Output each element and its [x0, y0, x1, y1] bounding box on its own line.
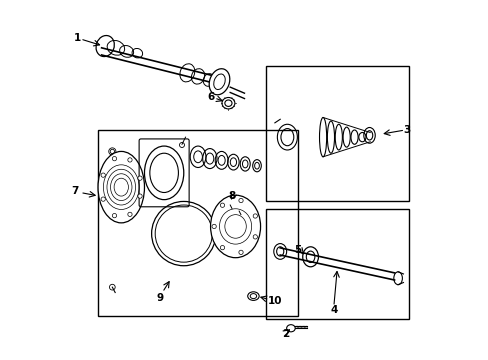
- Text: 8: 8: [228, 191, 235, 201]
- Text: 5: 5: [293, 245, 301, 255]
- Text: 10: 10: [267, 296, 282, 306]
- Circle shape: [101, 173, 105, 177]
- Circle shape: [220, 203, 224, 207]
- Text: 1: 1: [74, 33, 81, 43]
- Text: 9: 9: [157, 293, 164, 303]
- Circle shape: [220, 246, 224, 250]
- Text: 4: 4: [329, 305, 337, 315]
- Circle shape: [253, 235, 257, 239]
- Ellipse shape: [213, 74, 225, 90]
- Circle shape: [238, 198, 243, 203]
- Bar: [265, 208, 408, 319]
- Text: 7: 7: [71, 186, 79, 196]
- Circle shape: [101, 197, 105, 201]
- Circle shape: [127, 158, 132, 162]
- Bar: [98, 130, 298, 316]
- Circle shape: [138, 194, 142, 198]
- Circle shape: [127, 212, 132, 216]
- Circle shape: [253, 214, 257, 218]
- Bar: [265, 66, 408, 202]
- Circle shape: [212, 224, 216, 229]
- Circle shape: [138, 176, 142, 180]
- Text: 6: 6: [206, 92, 214, 102]
- Ellipse shape: [209, 69, 229, 95]
- Circle shape: [112, 213, 116, 218]
- Text: 3: 3: [403, 125, 410, 135]
- Ellipse shape: [98, 152, 144, 223]
- Text: 2: 2: [282, 329, 288, 339]
- Circle shape: [238, 250, 243, 255]
- Ellipse shape: [210, 195, 260, 258]
- Circle shape: [112, 157, 116, 161]
